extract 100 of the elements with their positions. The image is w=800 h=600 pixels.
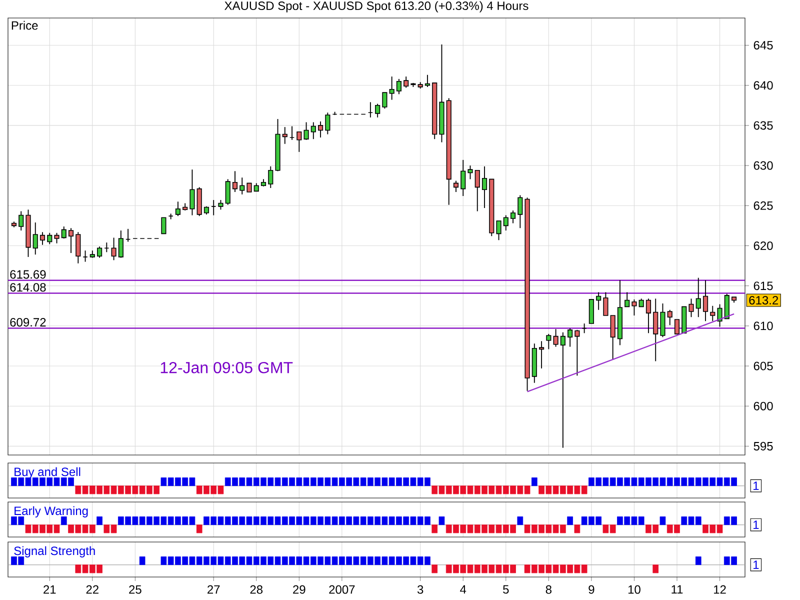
candlestick (375, 103, 380, 118)
candlestick (47, 232, 52, 245)
candlestick (717, 304, 722, 328)
candlestick (325, 112, 330, 135)
candlestick (296, 131, 302, 152)
candlestick (76, 232, 81, 264)
candlestick (268, 166, 274, 188)
candlestick (518, 194, 523, 229)
candlestick (632, 298, 637, 316)
y-tick-label: 615 (754, 282, 773, 290)
candlestick (175, 201, 180, 217)
candlestick (496, 220, 502, 241)
candlestick (482, 166, 488, 209)
candlestick (97, 246, 102, 258)
candlestick (218, 200, 224, 210)
candlestick (539, 340, 544, 369)
candlestick (424, 74, 430, 88)
x-tick-label: 29 (293, 585, 306, 594)
y-tick-label: 635 (754, 121, 773, 130)
chart-title: Early Warning (14, 506, 88, 518)
candlestick (318, 120, 324, 138)
candlestick (389, 76, 394, 100)
candlestick (568, 328, 573, 348)
y-tick-label: 605 (754, 362, 773, 370)
y-tick-label: 625 (754, 201, 773, 210)
y-tick-label: 630 (754, 161, 773, 170)
candlestick (503, 214, 508, 231)
candlestick (161, 217, 166, 234)
candlestick (674, 319, 680, 334)
x-tick-label: 4 (460, 585, 466, 594)
candlestick (111, 237, 116, 261)
candlestick (660, 302, 666, 338)
x-tick-label: 22 (86, 585, 98, 594)
candlestick (702, 280, 708, 322)
text: 1 (754, 560, 759, 569)
candlestick (710, 305, 716, 322)
candlestick (382, 92, 388, 110)
ref-line-label: 614.08 (10, 283, 46, 292)
y-axis-title: Price (12, 20, 38, 30)
candlestick (118, 230, 124, 258)
candlestick (596, 292, 602, 310)
candlestick (404, 76, 409, 88)
chart-title: Signal Strength (14, 546, 95, 558)
candlestick (396, 78, 402, 95)
y-tick-label: 620 (754, 241, 773, 250)
ref-line-label: 615.69 (10, 270, 46, 279)
candlestick (453, 180, 459, 192)
x-tick-label: 21 (44, 585, 56, 594)
candlestick (724, 293, 730, 320)
candlestick (468, 165, 473, 180)
ref-line-label: 609.72 (10, 318, 46, 327)
x-tick-label: 28 (250, 585, 263, 594)
candlestick (696, 277, 701, 318)
x-tick-label: 10 (628, 585, 640, 594)
candlestick (553, 328, 558, 348)
x-tick-label: 25 (129, 585, 142, 594)
candlestick (603, 292, 608, 316)
candlestick (68, 228, 74, 254)
x-tick-label: 8 (546, 585, 552, 594)
annotation: 613.2 (749, 296, 778, 305)
x-tick-label: 12 (714, 585, 726, 594)
y-tick-label: 640 (754, 81, 773, 90)
candlestick (610, 315, 616, 360)
candlestick (18, 210, 24, 231)
candlestick (304, 122, 309, 140)
chart-title: Buy and Sell (14, 467, 80, 478)
y-tick-label: 595 (754, 442, 773, 450)
candlestick (240, 177, 245, 195)
candlestick (190, 169, 195, 216)
x-tick-label: 2007 (329, 585, 355, 594)
candlestick (546, 333, 552, 350)
candlestick (560, 332, 566, 448)
x-tick-label: 11 (672, 585, 683, 594)
y-tick-label: 610 (754, 322, 773, 330)
candlestick (54, 232, 60, 244)
x-tick-label: 3 (417, 585, 424, 594)
candlestick (310, 122, 316, 140)
text: 1 (754, 520, 759, 529)
annotation: 12-Jan 09:05 GMT (160, 362, 293, 374)
candlestick (460, 159, 466, 196)
candlestick (225, 178, 230, 206)
y-tick-label: 645 (754, 41, 773, 50)
candlestick (232, 170, 238, 192)
x-tick-label: 9 (588, 585, 594, 594)
candlestick (282, 126, 288, 144)
candlestick (646, 298, 652, 334)
chart-title: XAUUSD Spot - XAUUSD Spot 613.20 (+0.33%) 4 Hours (224, 1, 528, 12)
candlestick (653, 298, 658, 362)
y-tick-label: 600 (754, 402, 773, 410)
text: 1 (754, 482, 759, 490)
candlestick (61, 226, 66, 239)
candlestick (474, 170, 480, 212)
x-tick-label: 5 (503, 585, 509, 594)
candlestick (667, 309, 672, 326)
candlestick (40, 232, 46, 246)
candlestick (688, 298, 694, 318)
candlestick (510, 210, 516, 224)
candlestick (32, 222, 38, 256)
candlestick (574, 329, 580, 376)
candlestick (624, 292, 630, 308)
